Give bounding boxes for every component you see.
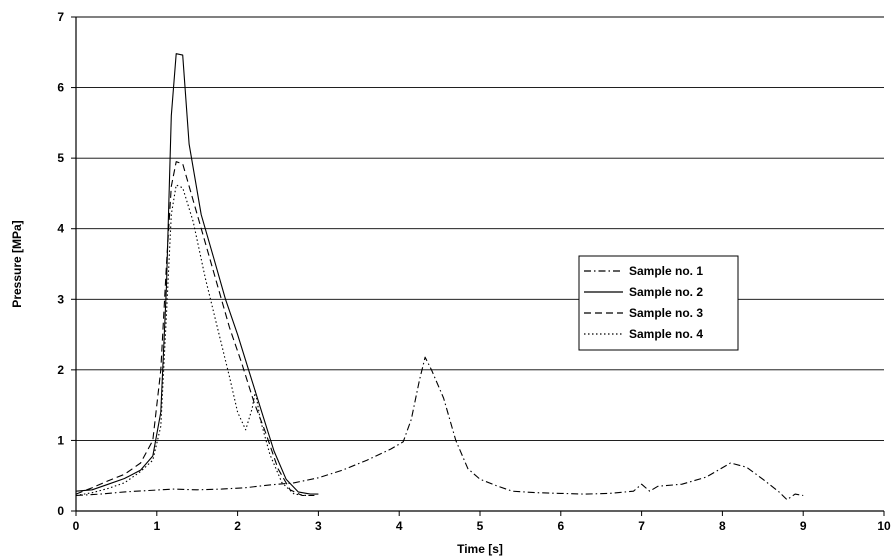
legend-label-4: Sample no. 4 — [629, 327, 703, 341]
y-tick-label: 1 — [57, 433, 64, 447]
x-tick-label: 3 — [315, 519, 322, 533]
x-tick-label: 1 — [153, 519, 160, 533]
x-tick-labels: 0 1 2 3 4 5 6 7 8 9 10 — [73, 511, 891, 533]
x-tick-label: 4 — [396, 519, 403, 533]
y-tick-label: 7 — [57, 10, 64, 24]
legend-label-2: Sample no. 2 — [629, 285, 703, 299]
legend-label-1: Sample no. 1 — [629, 264, 703, 278]
legend: Sample no. 1 Sample no. 2 Sample no. 3 Samp… — [578, 255, 739, 351]
x-tick-label: 5 — [477, 519, 484, 533]
x-tick-label: 10 — [877, 519, 891, 533]
x-axis-title: Time [s] — [457, 542, 503, 556]
legend-label-3: Sample no. 3 — [629, 306, 703, 320]
y-tick-label: 4 — [57, 222, 64, 236]
series-line-3 — [75, 161, 315, 497]
x-tick-label: 9 — [800, 519, 807, 533]
y-tick-label: 2 — [57, 363, 64, 377]
x-tick-label: 8 — [719, 519, 726, 533]
y-tick-label: 5 — [57, 151, 64, 165]
gridlines — [76, 16, 884, 441]
series-lines — [75, 53, 804, 501]
x-tick-label: 6 — [557, 519, 564, 533]
y-tick-label: 0 — [57, 504, 64, 518]
x-tick-label: 0 — [73, 519, 80, 533]
axes — [75, 17, 884, 512]
y-tick-label: 3 — [57, 292, 64, 306]
y-tick-label: 6 — [57, 81, 64, 95]
x-tick-label: 2 — [234, 519, 241, 533]
x-tick-label: 7 — [638, 519, 645, 533]
series-line-2 — [75, 53, 319, 495]
y-axis-title: Pressure [MPa] — [10, 220, 24, 307]
series-line-1 — [75, 356, 804, 501]
y-tick-labels: 0 1 2 3 4 5 6 7 — [57, 10, 76, 518]
